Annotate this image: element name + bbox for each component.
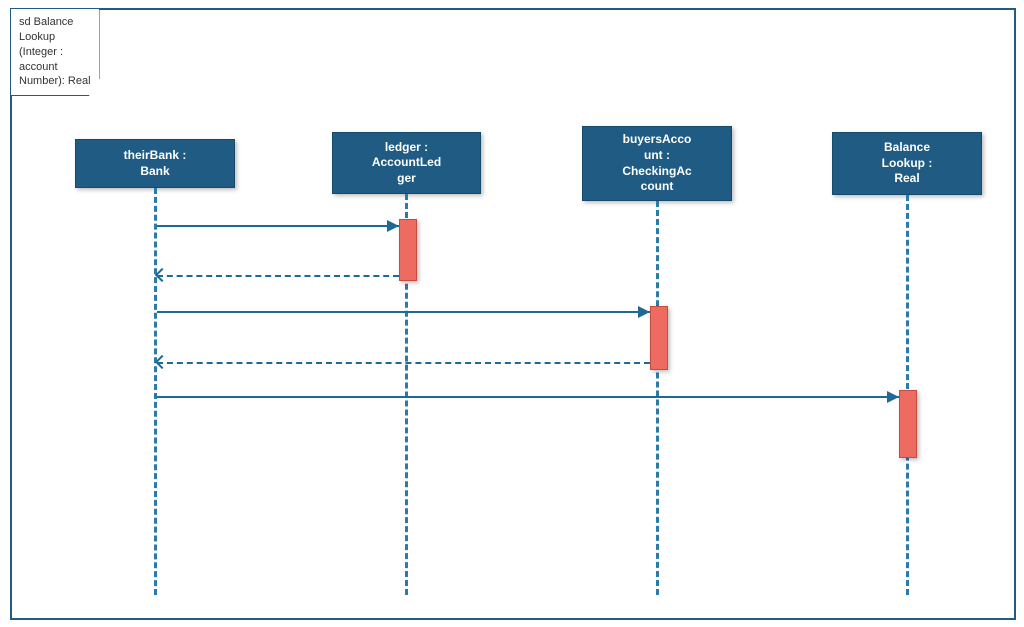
- msg-2-line: [157, 275, 399, 277]
- activation-account: [650, 306, 668, 370]
- activation-ledger: [399, 219, 417, 281]
- msg-3-line: [157, 311, 650, 313]
- msg-3-arrow: [638, 306, 650, 318]
- participant-ledger: ledger : AccountLed ger: [332, 132, 481, 194]
- participant-account: buyersAcco unt : CheckingAc count: [582, 126, 732, 201]
- msg-1-line: [157, 225, 399, 227]
- msg-5-line: [157, 396, 899, 398]
- msg-1-arrow: [387, 220, 399, 232]
- msg-5-arrow: [887, 391, 899, 403]
- msg-4-line: [157, 362, 650, 364]
- lifeline-bank: [154, 188, 157, 595]
- lifeline-account: [656, 201, 659, 595]
- sd-frame: [10, 8, 1016, 620]
- participant-balance: Balance Lookup : Real: [832, 132, 982, 195]
- participant-bank: theirBank : Bank: [75, 139, 235, 188]
- sd-frame-label: sd Balance Lookup (Integer : account Num…: [10, 8, 100, 96]
- activation-balance: [899, 390, 917, 458]
